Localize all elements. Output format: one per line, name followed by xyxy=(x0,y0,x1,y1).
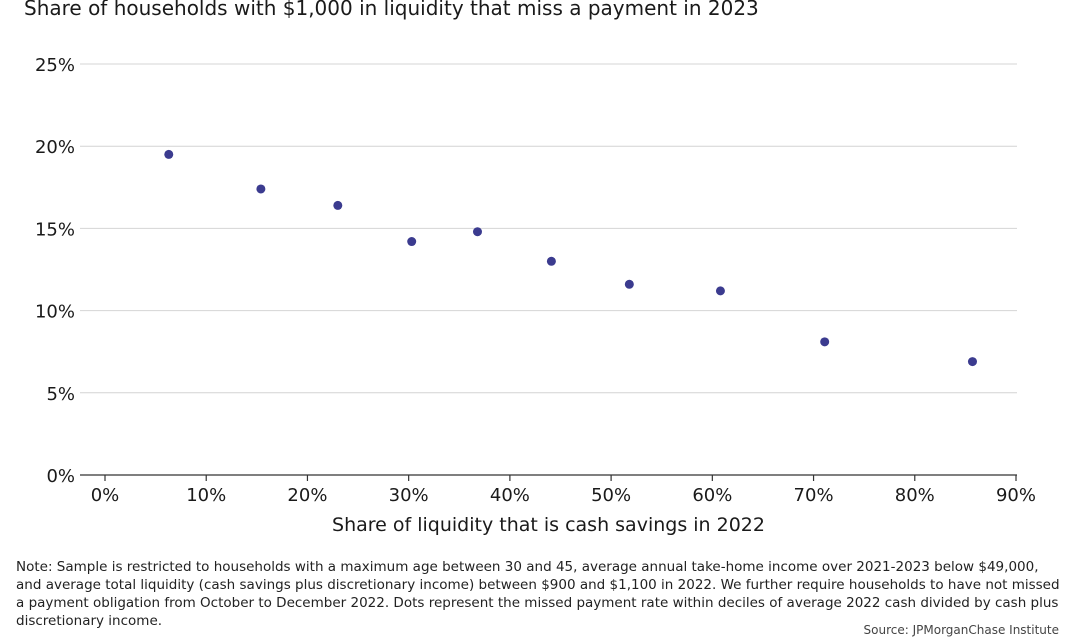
x-tick-label: 80% xyxy=(895,485,935,506)
x-tick-label: 10% xyxy=(186,485,226,506)
data-point xyxy=(472,227,482,237)
data-point xyxy=(624,279,634,289)
data-point xyxy=(256,184,266,194)
y-tick-label: 20% xyxy=(35,137,75,158)
data-point xyxy=(967,357,977,367)
x-tick-label: 20% xyxy=(287,485,327,506)
y-tick-label: 10% xyxy=(35,302,75,323)
source-line: Source: JPMorganChase Institute xyxy=(863,623,1059,637)
data-point xyxy=(715,286,725,296)
chart-title: Share of households with $1,000 in liqui… xyxy=(24,0,759,20)
x-tick-label: 40% xyxy=(490,485,530,506)
y-tick-label: 15% xyxy=(35,219,75,240)
x-tick-label: 30% xyxy=(389,485,429,506)
y-tick-label: 25% xyxy=(35,55,75,76)
data-point xyxy=(546,256,556,266)
data-point xyxy=(164,149,174,159)
x-tick-label: 70% xyxy=(794,485,834,506)
x-tick-label: 60% xyxy=(692,485,732,506)
y-tick-label: 5% xyxy=(46,384,75,405)
data-point xyxy=(820,337,830,347)
scatter-chart: 0% 5% 10% 15% 20% 25% 0% 10% 20% 30% 40% 50% 60% 70%… xyxy=(35,55,1036,536)
x-tick-label: 0% xyxy=(91,485,120,506)
x-tick-label: 50% xyxy=(591,485,631,506)
y-tick-label: 0% xyxy=(46,466,75,487)
data-point xyxy=(407,237,417,247)
x-tick-labels: 0% 10% 20% 30% 40% 50% 60% 70% 80% 90% xyxy=(91,485,1036,506)
x-tick-label: 90% xyxy=(996,485,1036,506)
y-tick-labels: 0% 5% 10% 15% 20% 25% xyxy=(35,55,75,487)
gridlines xyxy=(80,63,1017,394)
axes xyxy=(80,474,1017,481)
data-point xyxy=(333,200,343,210)
data-points xyxy=(164,149,977,367)
footnote: Note: Sample is restricted to households… xyxy=(16,559,1060,629)
x-axis-label: Share of liquidity that is cash savings … xyxy=(332,514,765,536)
